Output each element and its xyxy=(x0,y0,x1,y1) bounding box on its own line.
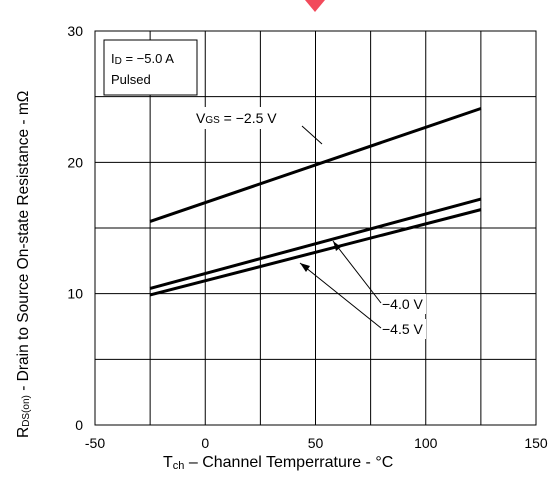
x-tick-label: 0 xyxy=(201,435,209,451)
label-bg-vgs45 xyxy=(380,319,426,339)
series-line-vgs-2-5v xyxy=(149,107,482,223)
x-tick-label: 50 xyxy=(308,435,324,451)
leader-arrowheads xyxy=(300,241,341,272)
y-axis-title: RDS(on) - Drain to Source On-state Resis… xyxy=(15,91,32,438)
label-bg-vgs40 xyxy=(380,294,426,314)
y-tick-label: 0 xyxy=(75,417,83,433)
series-label-vgs25: VGS = −2.5 V xyxy=(196,110,277,126)
leader-vgs40 xyxy=(332,240,382,304)
y-tick-label: 20 xyxy=(67,154,83,170)
y-tick-label: 30 xyxy=(67,23,83,39)
y-tick-label: 10 xyxy=(67,286,83,302)
condition-id: ID = −5.0 A xyxy=(111,51,174,67)
x-tick-label: 150 xyxy=(524,435,548,451)
logo-mark xyxy=(305,0,325,12)
leader-vgs25 xyxy=(301,125,323,145)
series-label-vgs40: −4.0 V xyxy=(382,296,424,312)
x-tick-label: -50 xyxy=(85,435,105,451)
condition-box xyxy=(103,39,198,96)
series-line-vgs-4-5v xyxy=(149,208,482,297)
series-label-vgs45: −4.5 V xyxy=(382,321,424,337)
leader-lines xyxy=(299,125,382,329)
x-axis-title: Tch – Channel Temperrature - °C xyxy=(163,454,393,472)
x-tick-label: 100 xyxy=(414,435,438,451)
arrow-vgs40 xyxy=(333,241,341,251)
series-group xyxy=(149,107,482,297)
condition-mode: Pulsed xyxy=(111,72,151,87)
label-bg-vgs25 xyxy=(192,107,302,129)
plot-frame xyxy=(94,30,537,426)
series-line-vgs-4-0v xyxy=(149,197,482,290)
arrow-vgs45 xyxy=(300,263,310,272)
leader-vgs45 xyxy=(299,262,382,329)
